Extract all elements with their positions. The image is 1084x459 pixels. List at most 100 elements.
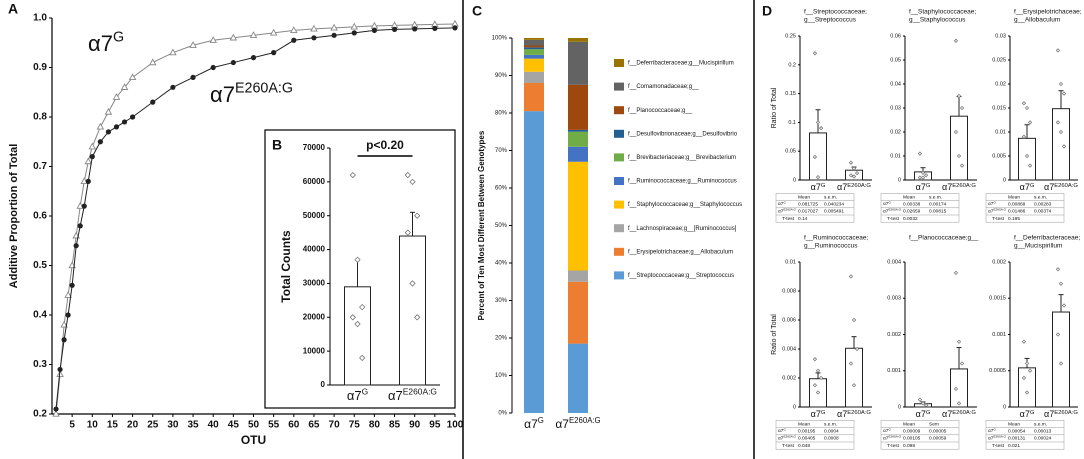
chart-title: g__Allobaculum	[1014, 17, 1060, 24]
marker	[61, 337, 67, 343]
marker	[391, 26, 398, 32]
bar-segment	[524, 111, 544, 413]
table-row-label: α7E260A:G	[883, 208, 902, 215]
label-base: α7	[811, 409, 821, 419]
x-tick-label: α7E260A:G	[1044, 182, 1078, 192]
marker	[249, 31, 258, 38]
data-point	[1021, 134, 1027, 139]
legend-swatch	[614, 247, 624, 256]
bar-segment	[568, 84, 588, 130]
table-mean: 0.00405	[798, 436, 816, 442]
y-tick-label: 0.01	[995, 129, 1006, 135]
label-base: α7	[883, 428, 889, 434]
table-row-label: α7E260A:G	[778, 435, 797, 442]
y-tick-label: 100%	[492, 36, 508, 42]
marker	[53, 406, 59, 412]
marker	[412, 26, 418, 32]
data-point	[1055, 48, 1061, 53]
marker	[210, 64, 216, 71]
label-superscript: E260A:G	[952, 409, 976, 415]
y-tick-label: 70%	[495, 148, 508, 154]
label-superscript: G	[1030, 409, 1035, 415]
table-header: s.e.m.	[824, 422, 837, 427]
panel-letter: A	[8, 1, 18, 17]
data-point	[1024, 390, 1030, 395]
bar-segment	[524, 49, 544, 55]
legend-swatch	[614, 106, 624, 115]
x-tick-label: α7E260A:G	[837, 182, 871, 192]
legend-swatch	[614, 224, 624, 233]
data-point	[1058, 81, 1064, 87]
data-point	[818, 125, 824, 131]
chart-title: f__Planococcaceae;g__	[909, 235, 979, 242]
bar	[1018, 137, 1036, 181]
data-point	[953, 38, 959, 43]
data-point	[1055, 267, 1061, 272]
y-tick-label: 0.03	[890, 105, 901, 111]
y-tick-label: 0.03	[995, 33, 1006, 39]
bar-segment	[568, 38, 588, 42]
data-point	[812, 154, 818, 160]
marker	[88, 142, 97, 150]
data-point	[354, 320, 361, 328]
table-header: Mean	[1008, 421, 1020, 427]
data-point	[1027, 120, 1033, 125]
label-superscript: E260A:G	[569, 416, 601, 425]
data-point	[1024, 153, 1030, 159]
y-tick-label: 0.001	[887, 368, 901, 374]
bar	[845, 347, 863, 408]
y-tick-label: 0.015	[992, 105, 1006, 111]
marker	[150, 99, 156, 105]
label-base: α7	[942, 409, 952, 419]
table-sem: 0.00283	[1034, 201, 1052, 207]
y-tick-label: 0.01	[890, 153, 901, 159]
label-base: α7	[988, 428, 994, 434]
marker	[69, 282, 75, 288]
y-tick-label: 0.15	[785, 91, 796, 97]
x-tick-label: 80	[369, 420, 381, 431]
data-point	[1021, 339, 1027, 344]
y-tick-label: 0.004	[782, 346, 796, 352]
legend-swatch	[614, 200, 624, 209]
label-superscript: G	[926, 409, 931, 415]
y-tick-label: 0.6	[33, 211, 47, 222]
data-point	[1027, 163, 1033, 168]
data-point	[1058, 281, 1064, 286]
label-superscript: E260A:G	[847, 409, 871, 415]
table-ttest: 0.0032	[903, 216, 918, 222]
x-tick-label: 60	[288, 420, 300, 431]
x-tick-label: α7E260A:G	[388, 387, 437, 404]
table-header: Mean	[903, 421, 915, 427]
bar-segment	[568, 129, 588, 132]
table-ttest: 0.048	[798, 443, 810, 449]
label-superscript: G	[926, 182, 931, 188]
label-base: α7	[837, 409, 847, 419]
data-point	[854, 170, 860, 176]
y-tick-label: 0.06	[890, 33, 901, 39]
y-tick-label: 0.7	[33, 161, 47, 172]
y-tick-label: 30%	[495, 298, 508, 304]
bar	[950, 115, 968, 181]
data-point	[851, 383, 857, 388]
table-ttest-label: T-test	[887, 443, 900, 449]
y-tick-label: 0	[321, 380, 326, 389]
marker	[311, 35, 317, 41]
x-tick-label: 85	[389, 420, 401, 431]
table-header: Mean	[798, 194, 810, 200]
label-superscript: G	[888, 200, 891, 204]
x-tick-label: α7E260A:G	[555, 416, 600, 431]
marker	[331, 32, 337, 38]
y-tick-label: 0.4	[33, 310, 47, 321]
label-base: α7	[837, 182, 847, 192]
marker	[89, 154, 95, 160]
x-axis-title: OTU	[241, 433, 266, 447]
marker	[81, 203, 87, 209]
y-tick-label: 0.8	[33, 112, 47, 123]
data-point	[354, 256, 361, 263]
legend-label: f__Deferribacteraceae;g__Mucispirillum	[628, 61, 734, 67]
table-ttest-label: T-test	[782, 216, 795, 222]
table-row-label: α7E260A:G	[778, 208, 797, 215]
data-point	[409, 178, 416, 186]
data-point	[1024, 361, 1030, 366]
